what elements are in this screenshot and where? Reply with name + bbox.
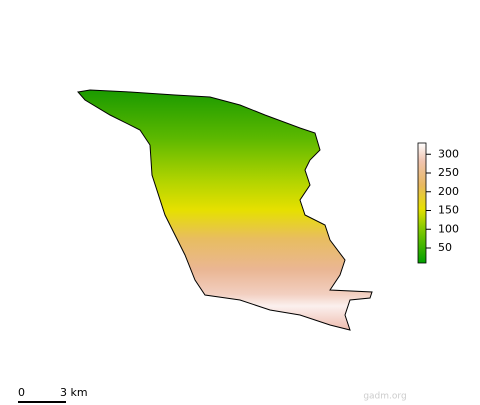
- region: [77, 89, 373, 331]
- tick-label: 100: [438, 222, 459, 235]
- credit: gadm.org: [363, 392, 406, 402]
- colorbar: [417, 142, 427, 264]
- tick-label: 300: [438, 147, 459, 160]
- legend: 50 100 150 200 250 300: [417, 142, 459, 264]
- scale-label: 0: [18, 386, 25, 399]
- scale-label: 3 km: [60, 386, 88, 399]
- tick-label: 150: [438, 204, 459, 217]
- tick-label: 250: [438, 166, 459, 179]
- tick-label: 200: [438, 185, 459, 198]
- tick-label: 50: [438, 241, 452, 254]
